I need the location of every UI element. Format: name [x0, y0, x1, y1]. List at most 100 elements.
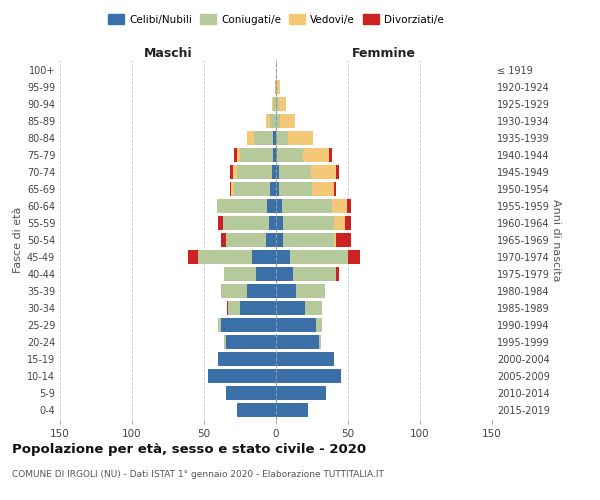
Bar [240, 148, 273, 162]
Text: Femmine: Femmine [352, 47, 416, 60]
Bar [221, 284, 247, 298]
Bar [276, 386, 326, 400]
Bar [347, 199, 351, 214]
Bar [226, 233, 266, 247]
Text: Maschi: Maschi [143, 47, 193, 60]
Bar [188, 250, 198, 264]
Y-axis label: Fasce di età: Fasce di età [13, 207, 23, 273]
Bar [256, 266, 276, 281]
Bar [276, 352, 334, 366]
Y-axis label: Anni di nascita: Anni di nascita [551, 198, 561, 281]
Bar [334, 233, 337, 247]
Bar [329, 148, 332, 162]
Bar [227, 300, 229, 315]
Bar [268, 199, 276, 214]
Bar [279, 182, 312, 196]
Bar [276, 266, 293, 281]
Bar [305, 300, 322, 315]
Bar [312, 182, 334, 196]
Bar [287, 131, 313, 146]
Bar [337, 233, 351, 247]
Bar [276, 284, 296, 298]
Bar [226, 334, 276, 349]
Bar [276, 114, 280, 128]
Bar [269, 216, 276, 230]
Bar [334, 182, 337, 196]
Bar [276, 199, 282, 214]
Bar [276, 131, 287, 146]
Bar [337, 165, 340, 180]
Bar [283, 216, 334, 230]
Bar [218, 352, 276, 366]
Bar [247, 284, 276, 298]
Bar [270, 182, 276, 196]
Bar [272, 97, 273, 112]
Bar [276, 402, 308, 417]
Bar [293, 266, 337, 281]
Bar [276, 368, 341, 383]
Legend: Celibi/Nubili, Coniugati/e, Vedovi/e, Divorziati/e: Celibi/Nubili, Coniugati/e, Vedovi/e, Di… [104, 10, 448, 29]
Bar [334, 216, 345, 230]
Bar [337, 266, 340, 281]
Bar [266, 233, 276, 247]
Bar [279, 165, 311, 180]
Bar [283, 233, 334, 247]
Bar [276, 80, 277, 94]
Bar [272, 165, 276, 180]
Bar [276, 233, 283, 247]
Bar [229, 300, 240, 315]
Bar [237, 165, 272, 180]
Bar [276, 97, 279, 112]
Bar [223, 216, 269, 230]
Bar [251, 250, 276, 264]
Bar [208, 368, 276, 383]
Bar [247, 131, 254, 146]
Bar [217, 199, 268, 214]
Bar [224, 266, 256, 281]
Bar [276, 216, 283, 230]
Bar [254, 131, 273, 146]
Bar [290, 250, 348, 264]
Bar [273, 131, 276, 146]
Bar [277, 148, 304, 162]
Bar [280, 114, 295, 128]
Bar [276, 148, 277, 162]
Bar [282, 199, 332, 214]
Bar [230, 165, 233, 180]
Bar [232, 182, 234, 196]
Bar [266, 114, 270, 128]
Bar [332, 199, 347, 214]
Bar [224, 334, 226, 349]
Bar [304, 148, 329, 162]
Bar [279, 97, 286, 112]
Bar [296, 284, 325, 298]
Bar [233, 165, 237, 180]
Bar [273, 97, 276, 112]
Bar [316, 318, 322, 332]
Bar [276, 318, 316, 332]
Bar [218, 318, 221, 332]
Text: Popolazione per età, sesso e stato civile - 2020: Popolazione per età, sesso e stato civil… [12, 442, 366, 456]
Bar [237, 148, 240, 162]
Bar [311, 165, 337, 180]
Bar [345, 216, 351, 230]
Text: COMUNE DI IRGOLI (NU) - Dati ISTAT 1° gennaio 2020 - Elaborazione TUTTITALIA.IT: COMUNE DI IRGOLI (NU) - Dati ISTAT 1° ge… [12, 470, 384, 479]
Bar [276, 250, 290, 264]
Bar [319, 334, 320, 349]
Bar [237, 402, 276, 417]
Bar [275, 80, 276, 94]
Bar [198, 250, 251, 264]
Bar [276, 165, 279, 180]
Bar [276, 334, 319, 349]
Bar [226, 386, 276, 400]
Bar [240, 300, 276, 315]
Bar [270, 114, 276, 128]
Bar [348, 250, 359, 264]
Bar [234, 182, 270, 196]
Bar [218, 216, 223, 230]
Bar [277, 80, 280, 94]
Bar [221, 233, 226, 247]
Bar [221, 318, 276, 332]
Bar [276, 300, 305, 315]
Bar [273, 148, 276, 162]
